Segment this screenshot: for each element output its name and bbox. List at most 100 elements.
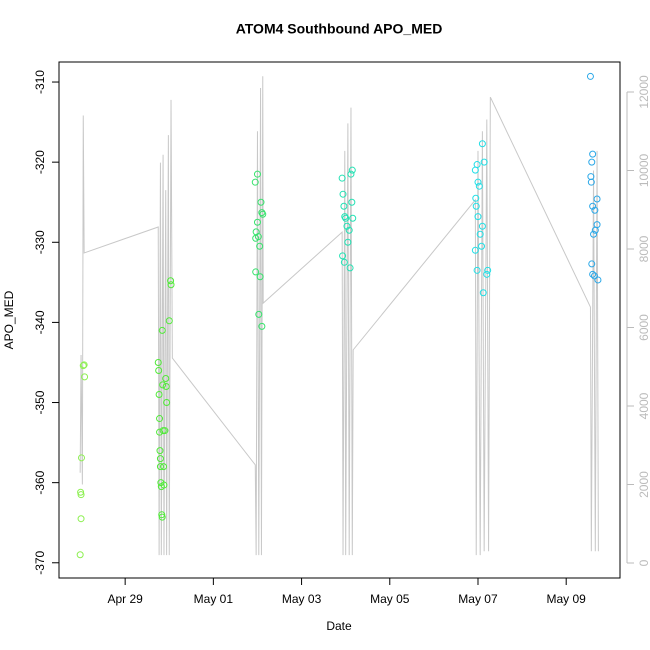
- x-tick-label: May 01: [194, 592, 234, 606]
- point: [339, 190, 347, 198]
- point: [484, 266, 492, 274]
- y-tick-label: -310: [33, 70, 47, 94]
- point: [156, 455, 164, 463]
- point: [155, 366, 163, 374]
- y-tick-label: -340: [33, 310, 47, 334]
- point: [473, 266, 481, 274]
- point: [348, 198, 356, 206]
- point: [587, 178, 595, 186]
- point: [471, 246, 479, 254]
- point: [155, 391, 163, 399]
- x-axis-label: Date: [326, 619, 352, 633]
- point: [346, 264, 354, 272]
- point: [340, 258, 348, 266]
- y-tick-label: -330: [33, 230, 47, 254]
- x-tick-label: Apr 29: [107, 592, 143, 606]
- point: [347, 170, 355, 178]
- y2-tick-label: 6000: [637, 314, 650, 341]
- point: [162, 374, 170, 382]
- point: [473, 161, 481, 169]
- point: [472, 202, 480, 210]
- point: [251, 178, 259, 186]
- point: [156, 463, 164, 471]
- point: [79, 362, 87, 370]
- x-tick-label: May 07: [458, 592, 498, 606]
- point: [257, 198, 265, 206]
- point: [167, 281, 175, 289]
- point: [76, 551, 84, 559]
- point: [474, 213, 482, 221]
- y-tick-label: -350: [33, 390, 47, 414]
- point: [591, 206, 599, 214]
- point: [589, 202, 597, 210]
- point: [593, 195, 601, 203]
- point: [252, 268, 260, 276]
- y2-tick-label: 4000: [637, 392, 650, 419]
- point: [160, 463, 168, 471]
- point: [590, 230, 598, 238]
- point: [340, 202, 348, 210]
- point: [342, 214, 350, 222]
- point: [479, 289, 487, 297]
- point: [586, 72, 594, 80]
- y-axis-label: APO_MED: [2, 290, 16, 349]
- point: [253, 218, 261, 226]
- point: [589, 150, 597, 158]
- point: [591, 226, 599, 234]
- point: [478, 242, 486, 250]
- point: [256, 273, 264, 281]
- point: [258, 322, 266, 330]
- point: [476, 230, 484, 238]
- point: [158, 513, 166, 521]
- point: [253, 170, 261, 178]
- point: [588, 158, 596, 166]
- point: [167, 277, 175, 285]
- point: [483, 270, 491, 278]
- point: [161, 427, 169, 435]
- point: [254, 233, 262, 241]
- point: [80, 361, 88, 369]
- point: [339, 252, 347, 260]
- point: [158, 326, 166, 334]
- point: [77, 488, 85, 496]
- point: [594, 276, 602, 284]
- point: [349, 214, 357, 222]
- point: [259, 210, 267, 218]
- point: [480, 158, 488, 166]
- y-tick-label: -320: [33, 150, 47, 174]
- point: [81, 373, 89, 381]
- point: [77, 491, 85, 499]
- point: [338, 174, 346, 182]
- point: [589, 270, 597, 278]
- point: [472, 194, 480, 202]
- y2-tick-label: 0: [637, 559, 650, 566]
- point: [158, 511, 166, 519]
- point: [156, 415, 164, 423]
- point: [77, 515, 85, 523]
- point: [163, 399, 171, 407]
- y-tick-label: -370: [33, 550, 47, 574]
- y2-tick-label: 2000: [637, 471, 650, 498]
- plot-box: [58, 61, 621, 579]
- y2-tick-label: 10000: [637, 153, 650, 187]
- point: [156, 447, 164, 455]
- point: [165, 317, 173, 325]
- x-tick-label: May 09: [547, 592, 587, 606]
- point: [162, 383, 170, 391]
- point: [77, 454, 85, 462]
- x-tick-label: May 03: [282, 592, 322, 606]
- point: [590, 272, 598, 280]
- x-tick-label: May 05: [370, 592, 410, 606]
- y2-tick-label: 8000: [637, 235, 650, 262]
- point: [348, 166, 356, 174]
- point: [478, 222, 486, 230]
- point: [160, 481, 168, 489]
- point: [255, 310, 263, 318]
- point: [343, 222, 351, 230]
- point: [478, 140, 486, 148]
- point: [159, 381, 167, 389]
- point: [345, 226, 353, 234]
- point: [475, 182, 483, 190]
